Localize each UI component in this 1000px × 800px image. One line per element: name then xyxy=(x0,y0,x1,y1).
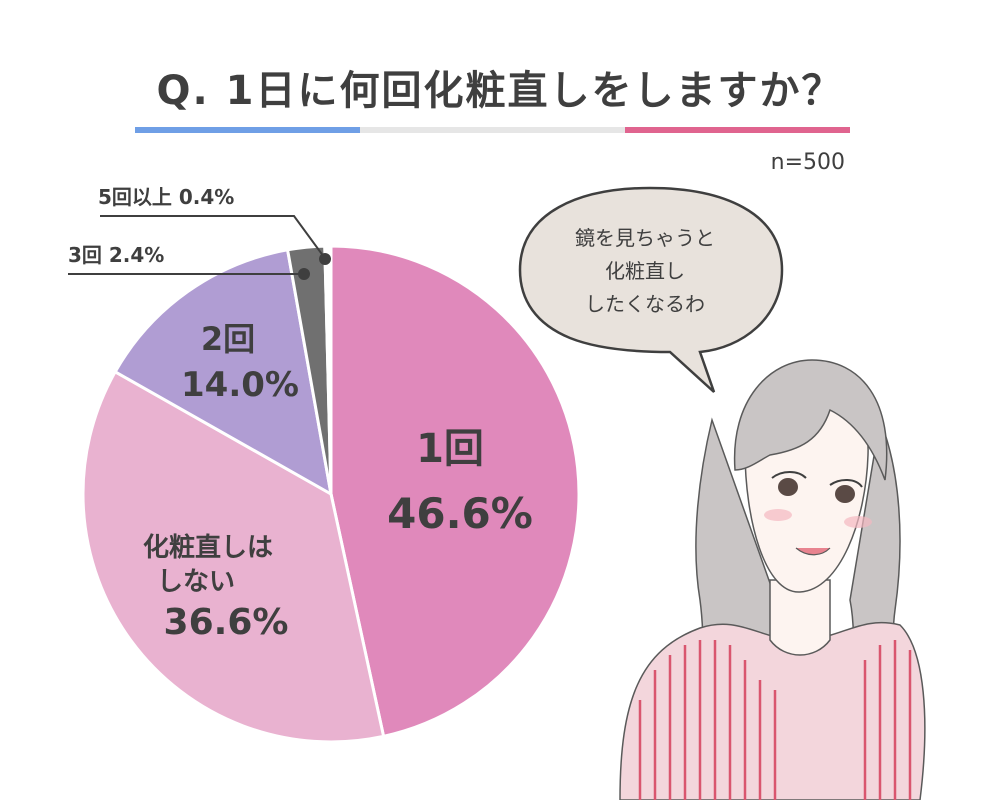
pie-chart xyxy=(81,244,581,744)
callout-dot-5plus xyxy=(319,253,331,265)
title-underline-pink xyxy=(625,127,850,133)
slice-label-none: 化粧直しは しない 36.6% xyxy=(143,532,288,643)
pie-slice-none xyxy=(81,369,386,744)
slice-label-none-value: 36.6% xyxy=(164,602,289,643)
bubble-line-3: したくなるわ xyxy=(585,292,705,316)
callout-line-5plus xyxy=(100,215,325,258)
speech-bubble xyxy=(518,186,784,393)
slice-label-2: 2回 14.0% xyxy=(181,320,299,405)
title-underline-gray xyxy=(360,127,625,133)
callout-3: 3回 2.4% xyxy=(68,243,310,280)
title-underline-blue xyxy=(135,127,360,133)
slice-label-none-line2: しない xyxy=(157,567,235,597)
callout-label-5plus: 5回以上 0.4% xyxy=(98,185,234,209)
slice-label-2-name: 2回 xyxy=(201,320,255,358)
right-eye xyxy=(835,485,855,503)
slice-label-2-value: 14.0% xyxy=(181,365,299,405)
slice-label-1-value: 46.6% xyxy=(387,489,533,538)
pie-slice-5plus xyxy=(323,244,333,495)
slice-label-1: 1回 46.6% xyxy=(387,426,533,538)
callout-5plus: 5回以上 0.4% xyxy=(98,185,331,265)
callout-label-3: 3回 2.4% xyxy=(68,243,164,267)
speech-bubble-shape xyxy=(518,186,784,393)
slice-label-none-line1: 化粧直しは xyxy=(143,532,273,563)
mouth xyxy=(795,547,831,556)
callout-dot-3 xyxy=(298,268,310,280)
hair-bangs xyxy=(733,359,888,481)
sweater-stripes xyxy=(638,640,912,800)
bubble-line-2: 化粧直し xyxy=(605,259,685,283)
pie-slice-2 xyxy=(113,248,334,497)
woman-illustration xyxy=(619,359,926,800)
slice-label-1-name: 1回 xyxy=(416,426,484,472)
chart-title: Q. 1日に何回化粧直しをしますか？ xyxy=(156,68,844,114)
pie-slice-1 xyxy=(329,244,581,739)
bubble-line-1: 鏡を見ちゃうと xyxy=(575,226,715,250)
left-eye xyxy=(778,478,798,496)
sample-size-label: n=500 xyxy=(770,150,845,175)
